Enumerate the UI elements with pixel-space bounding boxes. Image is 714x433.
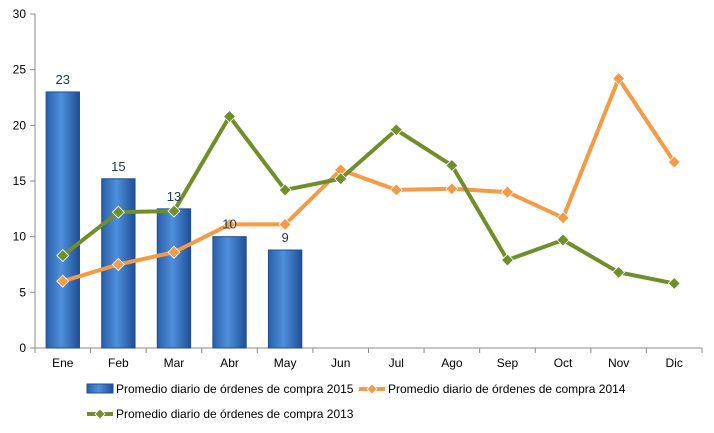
point-marker (278, 217, 292, 231)
x-tick-label: Sep (497, 356, 519, 370)
legend: Promedio diario de órdenes de compra 201… (86, 382, 626, 421)
y-tick-label: 20 (13, 118, 27, 132)
y-tick-label: 25 (13, 63, 27, 77)
legend-item: Promedio diario de órdenes de compra 201… (86, 382, 354, 396)
legend-swatch-marker (366, 383, 378, 395)
y-tick-label: 15 (13, 174, 27, 188)
legend-item: Promedio diario de órdenes de compra 201… (359, 382, 626, 396)
bar-data-label: 23 (56, 72, 70, 87)
y-tick-label: 0 (19, 341, 26, 355)
point-marker (556, 233, 570, 247)
x-tick-label: Jul (389, 356, 404, 370)
bar-series-2015 (45, 91, 303, 349)
point-marker (334, 172, 348, 186)
point-marker (667, 276, 681, 290)
line-series-1 (56, 109, 681, 290)
bar (45, 91, 80, 349)
point-marker (500, 185, 515, 199)
x-tick-label: Ene (52, 356, 74, 370)
point-marker (612, 72, 626, 86)
point-marker (389, 123, 403, 137)
point-marker (222, 217, 237, 231)
point-marker (111, 205, 125, 219)
x-tick-label: Oct (554, 356, 573, 370)
bar (156, 208, 192, 349)
line-series-0 (56, 72, 681, 288)
point-marker (167, 204, 181, 218)
point-marker (445, 158, 459, 172)
bar (212, 236, 247, 349)
point-marker (56, 274, 70, 288)
y-tick-label: 10 (13, 230, 27, 244)
x-tick-label: Ago (441, 356, 463, 370)
point-marker (389, 183, 403, 197)
point-marker (222, 109, 237, 123)
x-tick-label: Mar (164, 356, 185, 370)
legend-label: Promedio diario de órdenes de compra 201… (388, 382, 626, 396)
data-labels: 23 15 13 10 9 (56, 72, 289, 245)
bar-data-label: 15 (111, 159, 125, 174)
bar (267, 249, 303, 349)
point-marker (500, 253, 515, 267)
legend-swatch-marker (94, 408, 106, 420)
point-marker (556, 211, 570, 225)
y-tick-label: 5 (19, 285, 26, 299)
series-line (60, 114, 677, 286)
point-marker (56, 249, 70, 263)
point-marker (445, 182, 459, 196)
x-tick-label: Dic (666, 356, 683, 370)
legend-item: Promedio diario de órdenes de compra 201… (87, 407, 354, 421)
legend-swatch-bar (86, 383, 114, 394)
bar-data-label: 9 (282, 230, 289, 245)
x-tick-label: May (274, 356, 297, 370)
point-marker (667, 155, 681, 169)
series-line (60, 76, 677, 284)
x-tick-label: Abr (220, 356, 239, 370)
bar-data-label: 10 (222, 217, 236, 232)
point-marker (111, 257, 125, 272)
point-marker (167, 245, 181, 259)
y-tick-label: 30 (13, 7, 27, 21)
axes: 0 5 10 15 20 25 30 Ene Feb Mar Abr May Jun Jul Ago Sep O… (13, 7, 703, 370)
point-marker (278, 183, 292, 197)
legend-label: Promedio diario de órdenes de compra 201… (116, 382, 354, 396)
legend-label: Promedio diario de órdenes de compra 201… (116, 407, 354, 421)
line-series (56, 72, 681, 290)
point-marker (612, 265, 626, 279)
x-tick-label: Feb (108, 356, 129, 370)
x-tick-label: Jun (331, 356, 350, 370)
x-tick-label: Nov (608, 356, 629, 370)
bar-data-label: 13 (167, 189, 181, 204)
